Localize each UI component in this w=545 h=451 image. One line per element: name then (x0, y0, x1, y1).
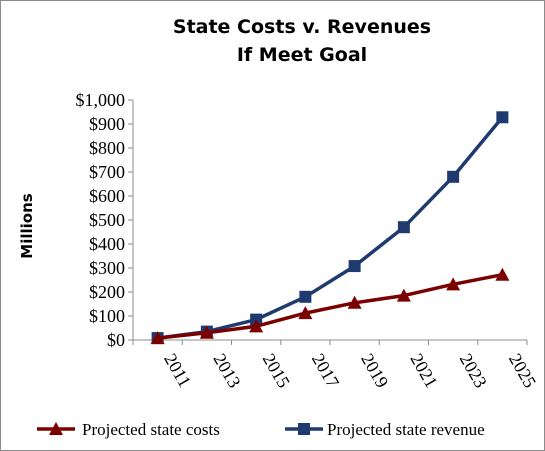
x-tick-label: 2025 (505, 350, 540, 391)
chart-title-line-1: State Costs v. Revenues (173, 16, 431, 38)
x-tick-label: 2019 (357, 350, 392, 391)
axes (128, 99, 528, 345)
data-point-costs (446, 277, 461, 291)
y-tick-label: $700 (89, 162, 125, 182)
data-point-costs (199, 325, 214, 339)
y-tick-label: $200 (89, 282, 125, 302)
data-point-revenue (397, 221, 410, 234)
legend-marker-revenue (298, 423, 310, 435)
y-tick-label: $900 (89, 114, 125, 134)
data-point-costs (347, 295, 362, 309)
data-point-revenue (496, 111, 509, 124)
data-point-costs (298, 306, 313, 320)
chart-title-line-2: If Meet Goal (237, 44, 367, 66)
series-group (150, 111, 510, 345)
y-tick-label: $800 (89, 138, 125, 158)
x-tick-label: 2023 (456, 350, 491, 391)
legend-entry-costs: Projected state costs (37, 420, 220, 439)
legend-entry-revenue: Projected state revenue (285, 420, 485, 439)
y-tick-label: $400 (89, 234, 125, 254)
y-tick-label: $0 (107, 330, 125, 350)
x-tick-label: 2011 (160, 350, 195, 391)
series-costs (150, 267, 510, 345)
y-axis-label: Millions (18, 193, 36, 258)
data-point-revenue (447, 170, 460, 183)
legend-label-revenue: Projected state revenue (327, 420, 485, 439)
x-tick-label: 2015 (259, 350, 294, 391)
series-line-costs (157, 272, 503, 340)
y-tick-labels: $0 $100 $200 $300 $400 $500 $600 $700 $800 $900 $1… (76, 90, 126, 350)
y-tick-label: $300 (89, 258, 125, 278)
data-point-costs (495, 267, 510, 281)
legend: Projected state costs Projected state rev… (37, 420, 485, 439)
x-tick-label: 2021 (406, 350, 441, 391)
legend-marker-costs (49, 422, 63, 435)
data-point-revenue (348, 260, 361, 273)
y-tick-label: $600 (89, 186, 125, 206)
data-point-costs (396, 288, 411, 302)
data-point-costs (150, 331, 165, 345)
x-tick-labels: 2011 2013 2015 2017 2019 2021 2023 2025 (160, 350, 540, 391)
data-point-costs (249, 319, 264, 333)
data-point-revenue (299, 290, 312, 303)
y-tick-label: $1,000 (76, 90, 126, 110)
series-line-revenue (157, 116, 504, 340)
x-tick-label: 2013 (209, 350, 244, 391)
x-tick-label: 2017 (308, 350, 343, 391)
legend-label-costs: Projected state costs (82, 420, 220, 439)
y-tick-label: $500 (89, 210, 125, 230)
y-tick-label: $100 (89, 306, 125, 326)
